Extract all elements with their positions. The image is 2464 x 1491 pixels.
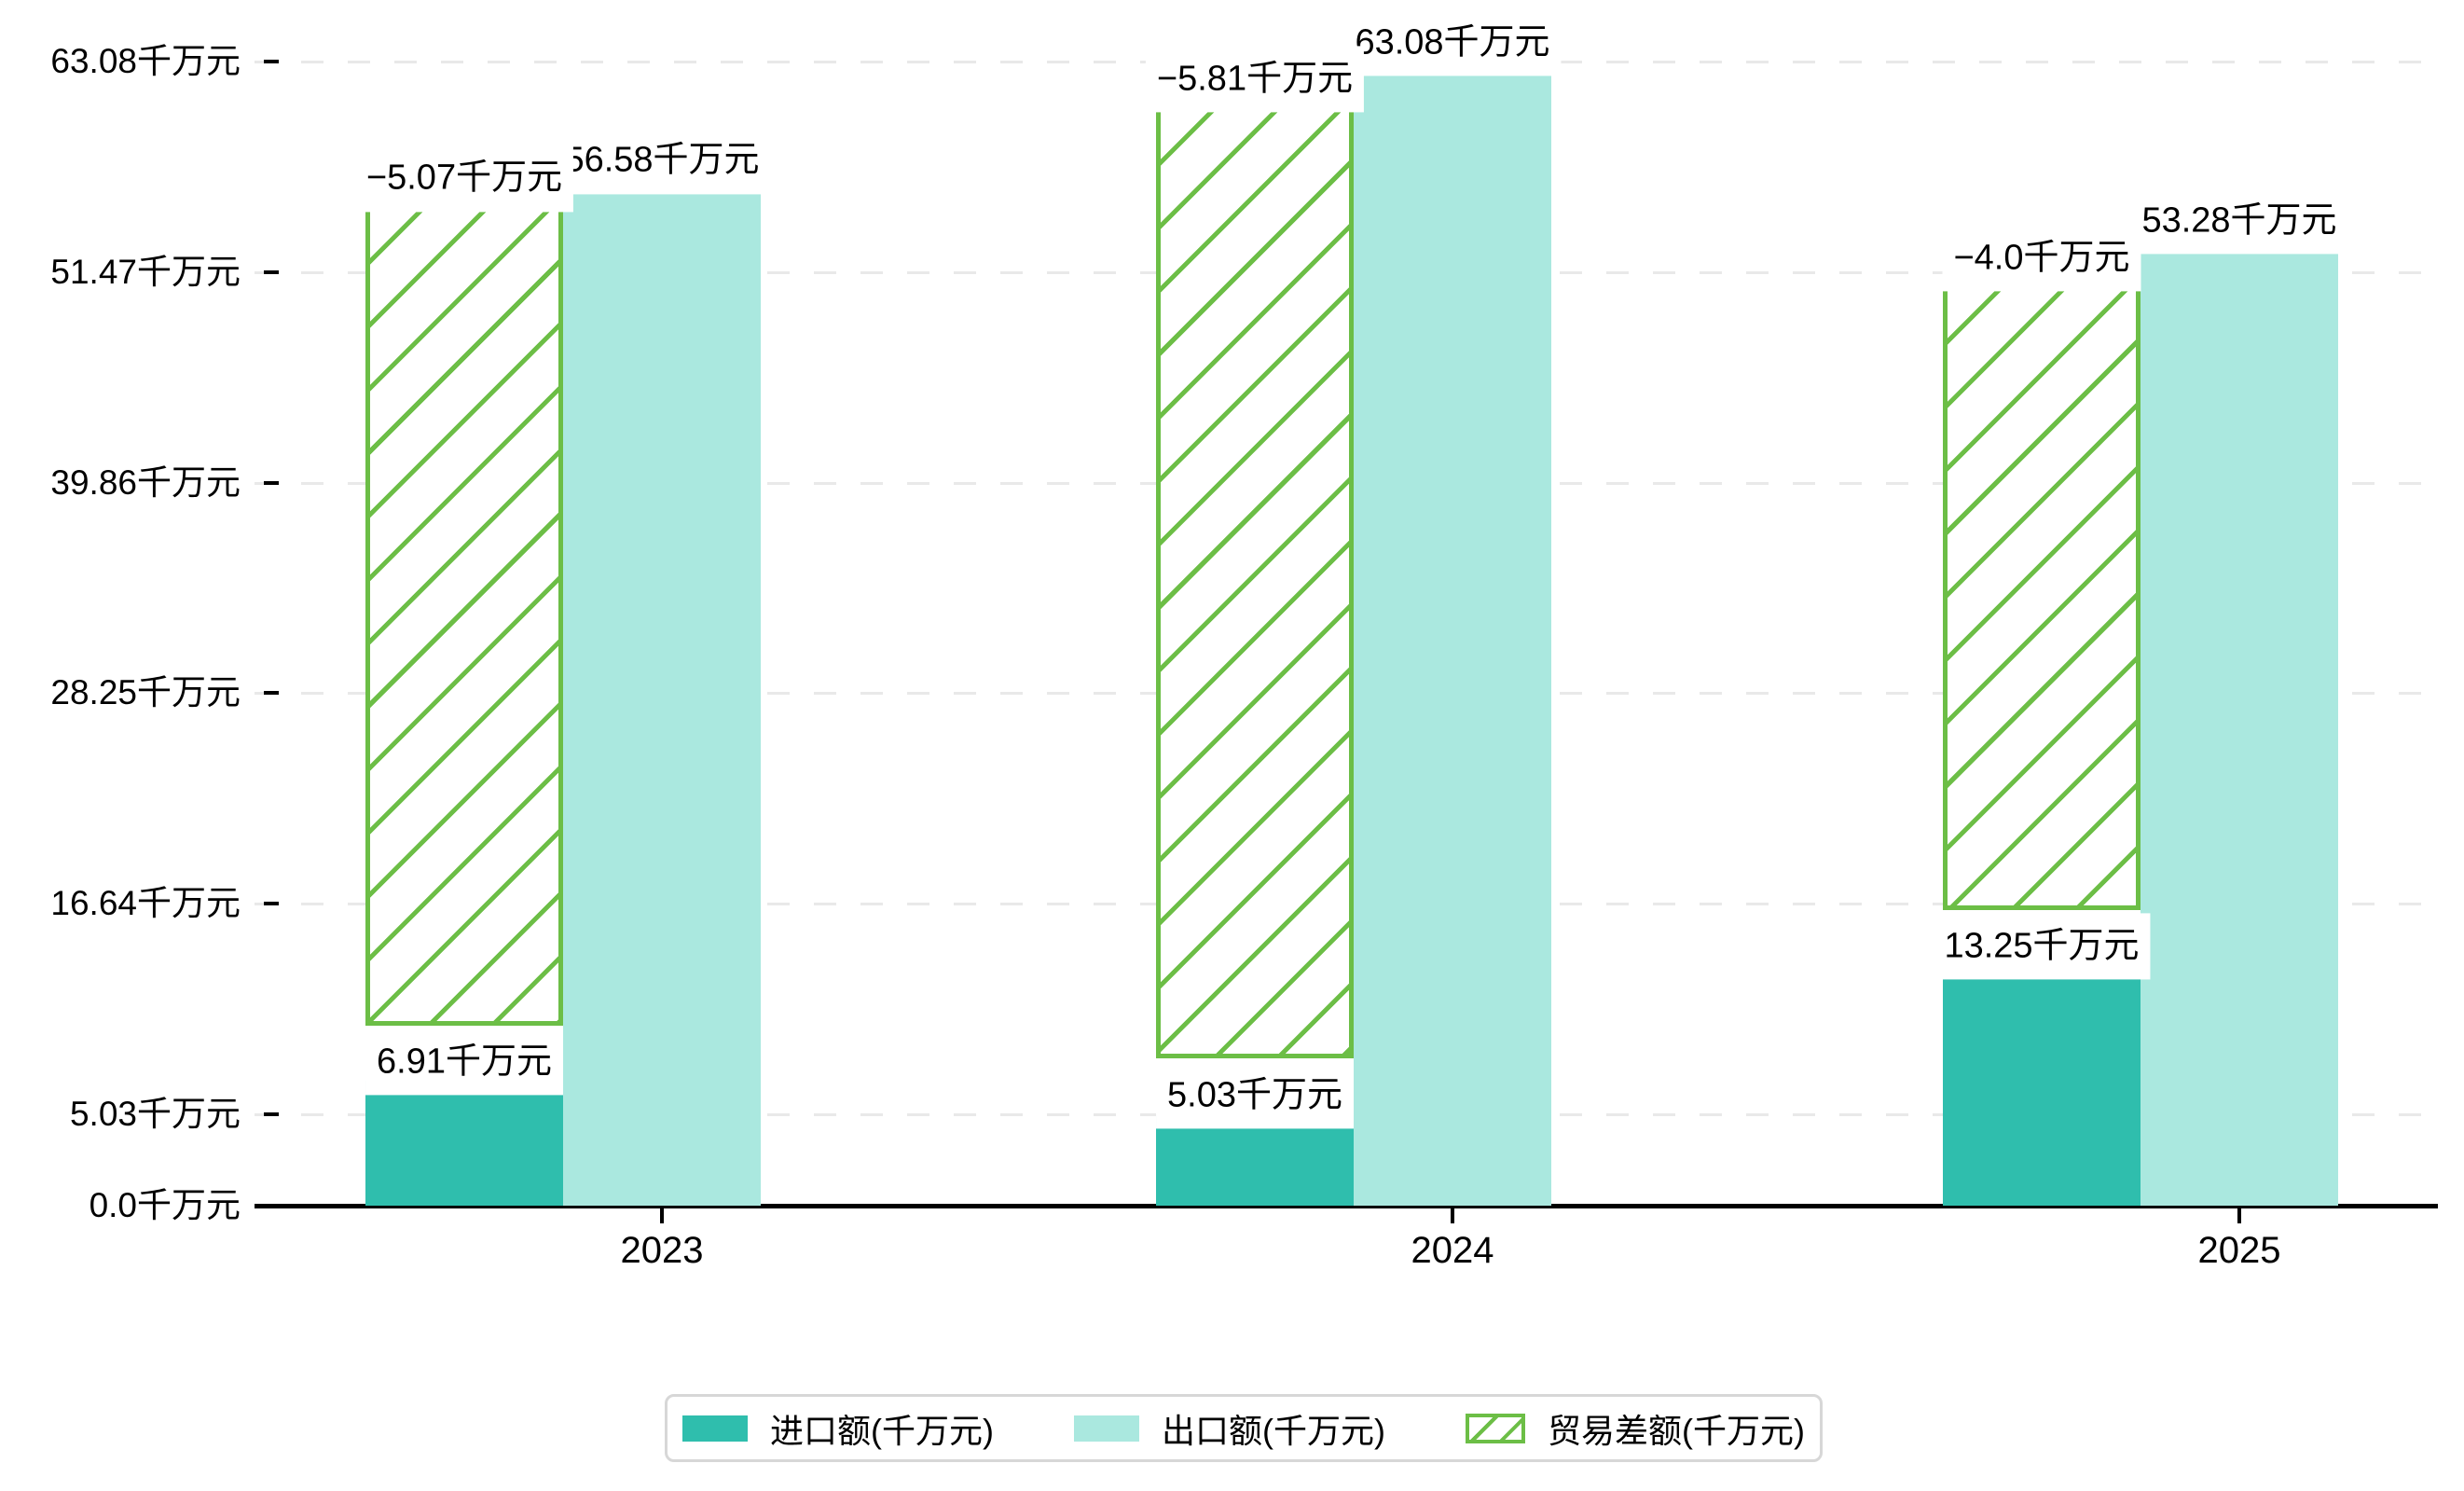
export-value-label: 63.08千万元 <box>1343 9 1562 76</box>
y-axis-tick <box>264 269 279 274</box>
export-bar <box>2141 239 2338 1206</box>
trade-balance-bar <box>1156 97 1354 1059</box>
import-bar <box>1156 1114 1354 1206</box>
export-bar <box>1354 62 1551 1206</box>
import-bar <box>365 1080 563 1206</box>
trade-balance-bar <box>1943 277 2141 910</box>
export-bar <box>563 179 761 1206</box>
import-value-label: 6.91千万元 <box>365 1028 563 1096</box>
y-tick-label: 5.03千万元 <box>69 1095 241 1134</box>
legend-item-import: 进口额(千万元) <box>682 1404 994 1453</box>
y-tick-label: 16.64千万元 <box>50 884 241 923</box>
import-bar <box>1943 965 2141 1206</box>
y-tick-label: 39.86千万元 <box>50 462 241 502</box>
x-axis-line <box>255 1204 2438 1208</box>
y-axis-tick <box>264 480 279 485</box>
trade-balance-value-label: −5.81千万元 <box>1145 45 1365 113</box>
y-tick-label: 51.47千万元 <box>50 252 241 291</box>
x-axis-tick <box>1451 1208 1454 1223</box>
trade-balance-legend-swatch-icon <box>1466 1413 1525 1443</box>
legend-label-export: 出口额(千万元) <box>1162 1411 1385 1450</box>
x-tick-label: 2024 <box>1411 1230 1494 1271</box>
y-tick-label: 28.25千万元 <box>50 673 241 712</box>
legend-item-export: 出口额(千万元) <box>1074 1404 1385 1453</box>
y-axis-tick <box>264 902 279 906</box>
legend-item-trade-balance: 贸易差额(千万元) <box>1466 1404 1805 1453</box>
y-tick-label: 63.08千万元 <box>50 42 241 80</box>
legend-label-trade-balance: 贸易差额(千万元) <box>1548 1411 1805 1450</box>
y-axis-tick <box>264 691 279 696</box>
import-value-label: 5.03千万元 <box>1156 1062 1354 1129</box>
y-tick-label: 0.0千万元 <box>89 1186 241 1224</box>
x-tick-label: 2025 <box>2197 1230 2281 1271</box>
export-value-label: 56.58千万元 <box>553 127 771 195</box>
x-tick-label: 2023 <box>620 1230 704 1271</box>
x-axis-tick <box>660 1208 664 1223</box>
export-value-label: 53.28千万元 <box>2130 187 2348 255</box>
legend-label-import: 进口额(千万元) <box>770 1411 994 1450</box>
x-axis-tick <box>2237 1208 2241 1223</box>
import-value-label: 13.25千万元 <box>1933 913 2151 980</box>
trade-balance-value-label: −5.07千万元 <box>354 145 574 213</box>
y-axis-tick <box>264 1112 279 1117</box>
legend: 进口额(千万元) 出口额(千万元) 贸易差额(千万元) <box>665 1394 1823 1462</box>
trade-balance-bar <box>365 197 563 1027</box>
y-axis-tick <box>264 60 279 63</box>
import-legend-swatch-icon <box>682 1415 748 1442</box>
trade-balance-value-label: −4.0千万元 <box>1942 225 2141 292</box>
export-legend-swatch-icon <box>1074 1415 1139 1442</box>
